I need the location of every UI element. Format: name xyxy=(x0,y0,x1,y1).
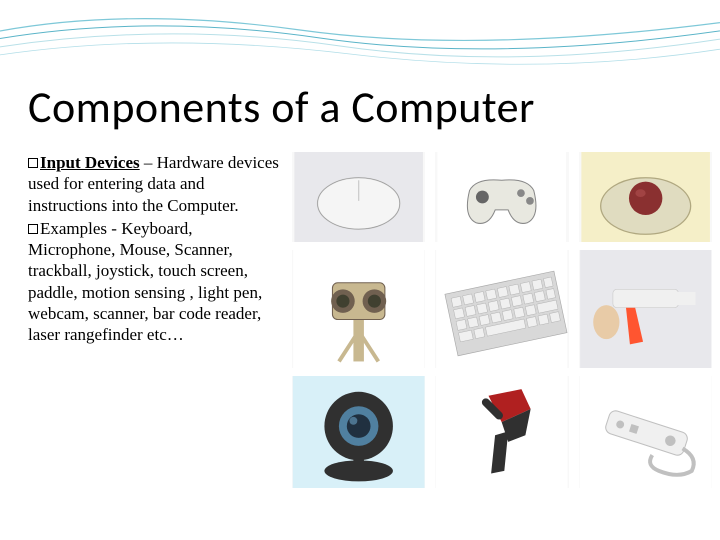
image-gamepad xyxy=(435,152,568,242)
term-input-devices: Input Devices xyxy=(40,153,140,172)
image-wiimote xyxy=(579,376,712,488)
image-keyboard xyxy=(435,250,568,368)
text-content: Input Devices – Hardware devices used fo… xyxy=(28,152,282,347)
image-mouse xyxy=(292,152,425,242)
bullet-marker-icon xyxy=(28,224,38,234)
bullet-marker-icon xyxy=(28,158,38,168)
image-grid xyxy=(292,152,712,488)
image-lightgun xyxy=(579,250,712,368)
image-rangefinder xyxy=(292,250,425,368)
image-barcode-scanner xyxy=(435,376,568,488)
wave-decoration xyxy=(0,0,720,80)
image-trackball xyxy=(579,152,712,242)
image-webcam xyxy=(292,376,425,488)
slide-title: Components of a Computer xyxy=(28,80,535,134)
bullet-examples: Examples - Keyboard, Microphone, Mouse, … xyxy=(28,218,282,346)
bullet-input-devices: Input Devices – Hardware devices used fo… xyxy=(28,152,282,216)
examples-text: Examples - Keyboard, Microphone, Mouse, … xyxy=(28,219,262,344)
